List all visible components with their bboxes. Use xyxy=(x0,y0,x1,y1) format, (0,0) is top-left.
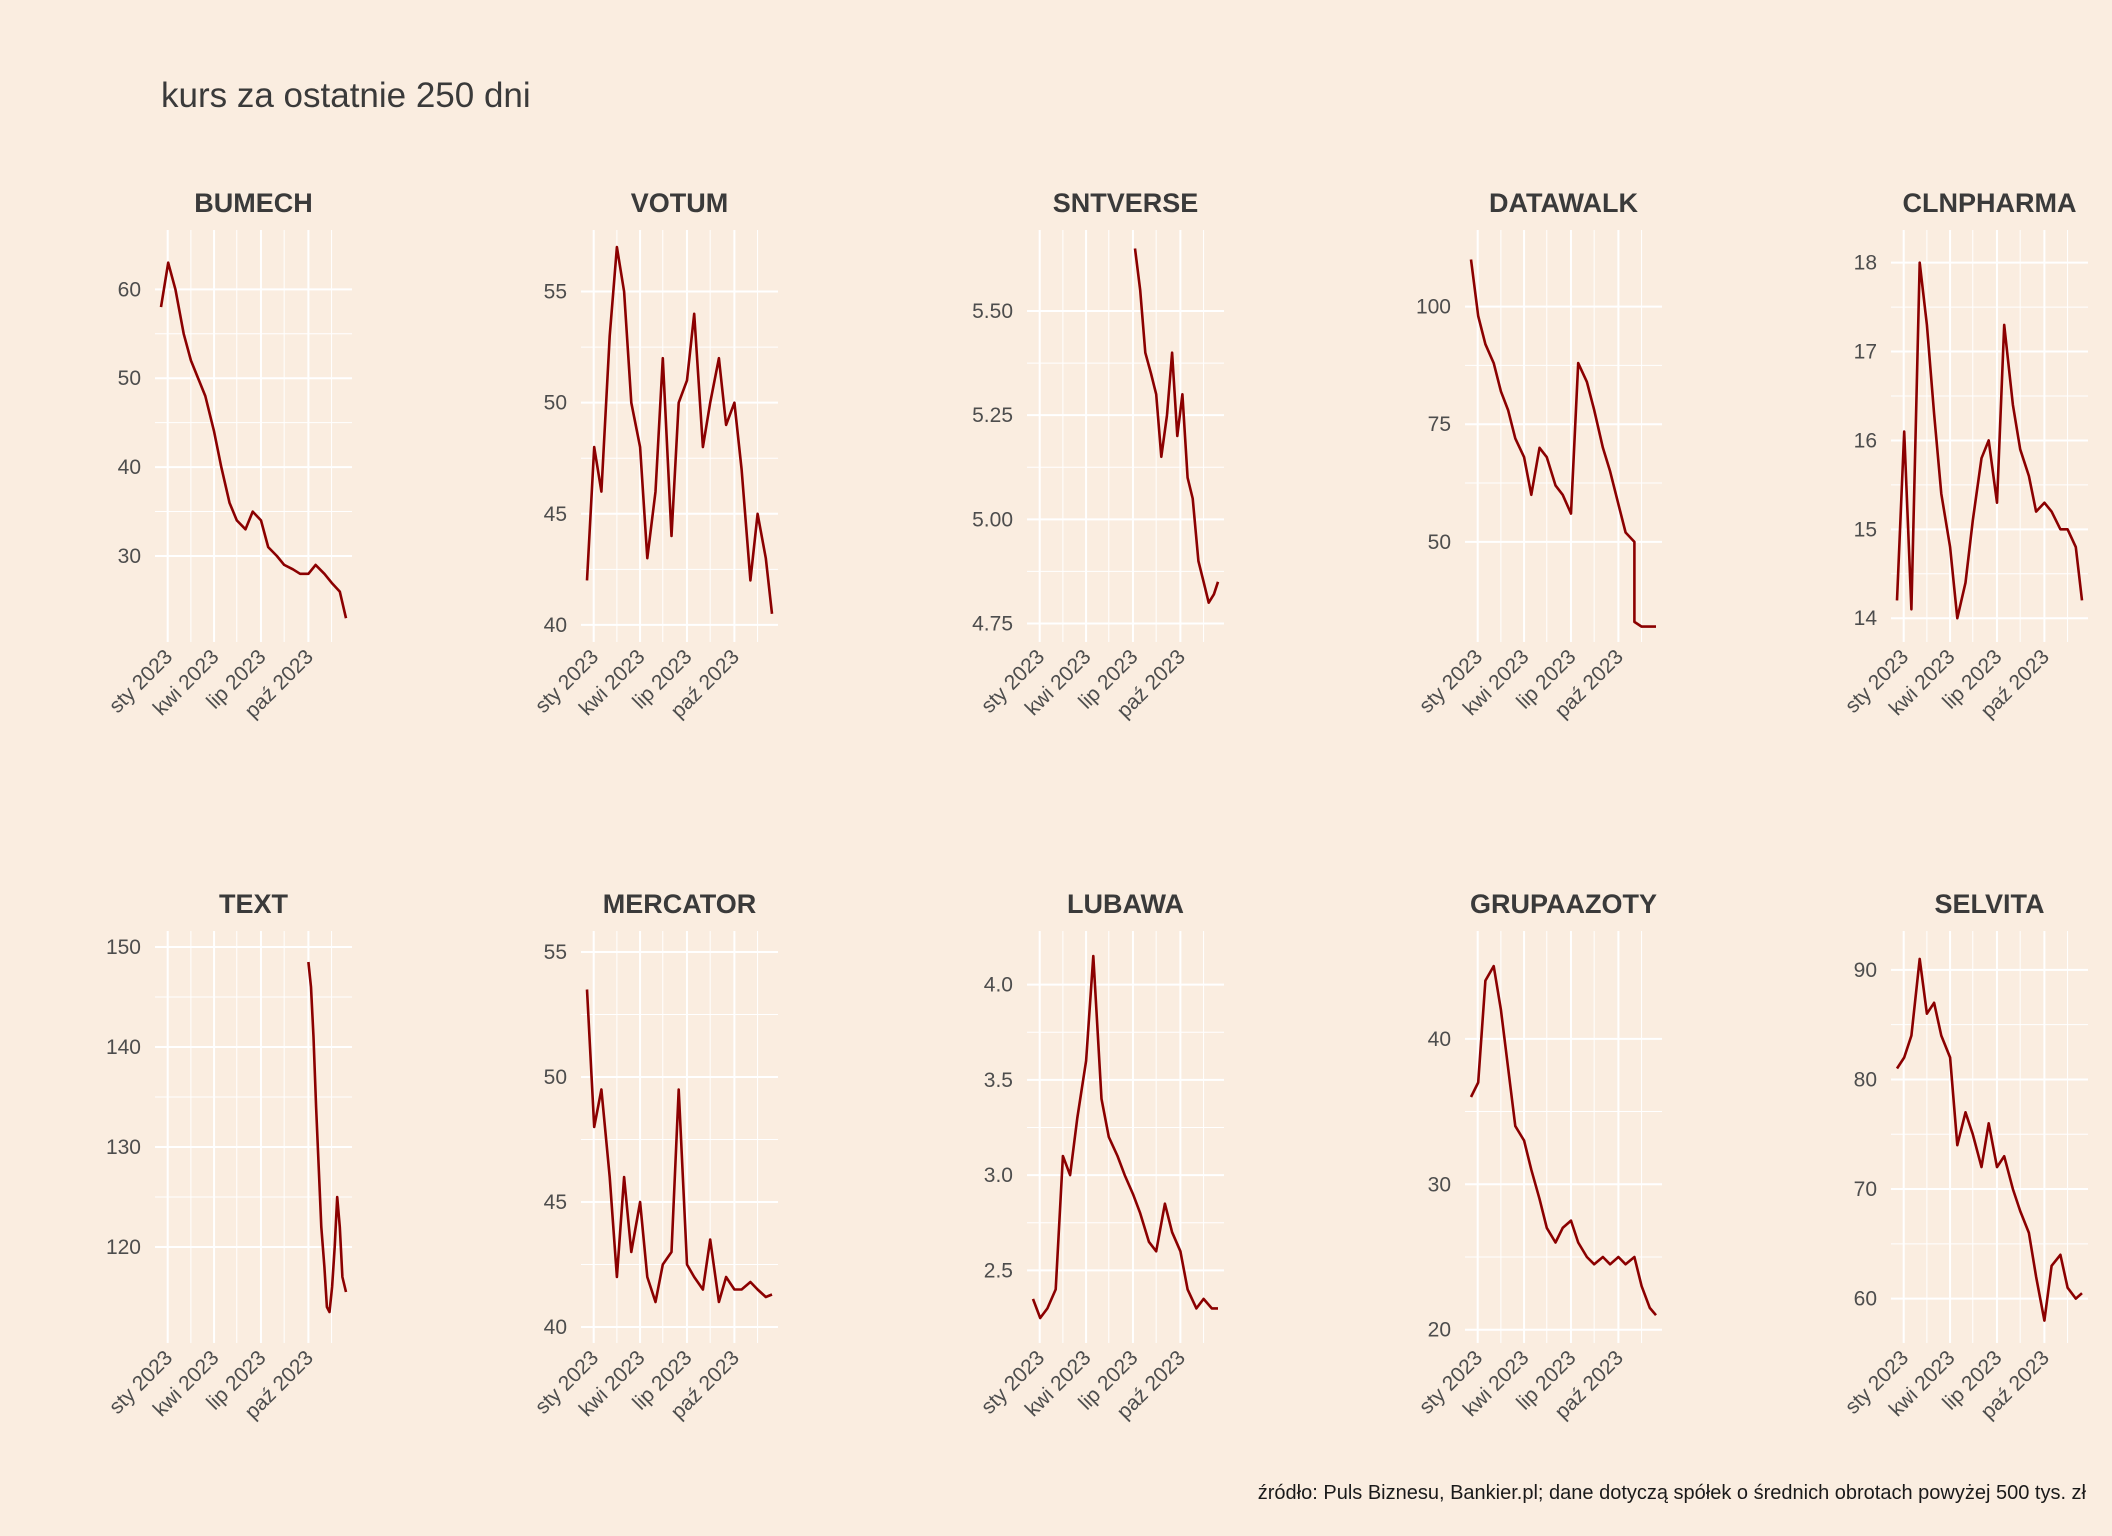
y-tick-label: 90 xyxy=(1854,959,1877,982)
price-line xyxy=(585,245,774,614)
price-line xyxy=(585,989,773,1304)
y-tick-label: 60 xyxy=(1854,1288,1877,1311)
y-tick-label: 30 xyxy=(1428,1173,1451,1196)
y-tick-label: 130 xyxy=(106,1136,141,1159)
panel-title: SNTVERSE xyxy=(1053,188,1199,218)
y-tick-label: 5.25 xyxy=(972,404,1013,427)
panel-title: MERCATOR xyxy=(603,889,757,919)
y-tick-label: 18 xyxy=(1854,252,1877,275)
y-tick-label: 20 xyxy=(1428,1319,1451,1342)
y-tick-label: 75 xyxy=(1428,413,1451,436)
y-tick-label: 70 xyxy=(1854,1178,1877,1201)
y-tick-label: 4.75 xyxy=(972,613,1013,636)
panel-title: CLNPHARMA xyxy=(1903,188,2077,218)
y-tick-label: 50 xyxy=(118,367,141,390)
price-line xyxy=(1469,259,1656,628)
panel-title: DATAWALK xyxy=(1489,188,1638,218)
y-tick-label: 120 xyxy=(106,1236,141,1259)
y-tick-label: 40 xyxy=(1428,1028,1451,1051)
chart-caption: źródło: Puls Biznesu, Bankier.pl; dane d… xyxy=(1257,1482,2086,1504)
y-tick-label: 5.00 xyxy=(972,508,1013,531)
y-tick-label: 5.50 xyxy=(972,300,1013,323)
y-tick-label: 40 xyxy=(544,614,567,637)
y-tick-label: 2.5 xyxy=(984,1259,1013,1282)
y-tick-label: 14 xyxy=(1854,607,1878,630)
price-line xyxy=(1469,964,1657,1317)
y-tick-label: 80 xyxy=(1854,1068,1877,1091)
y-tick-label: 3.0 xyxy=(984,1164,1013,1187)
panel-title: BUMECH xyxy=(194,188,313,218)
y-tick-label: 45 xyxy=(544,503,567,526)
chart-title: kurs za ostatnie 250 dni xyxy=(161,76,531,115)
y-tick-label: 40 xyxy=(118,456,141,479)
y-tick-label: 50 xyxy=(544,392,567,415)
price-line xyxy=(159,261,348,619)
y-tick-label: 55 xyxy=(544,281,567,304)
y-tick-label: 40 xyxy=(544,1316,567,1339)
y-tick-label: 50 xyxy=(544,1066,567,1089)
price-line xyxy=(1031,954,1218,1320)
price-line xyxy=(307,961,348,1314)
y-tick-label: 15 xyxy=(1854,518,1877,541)
price-line xyxy=(1895,261,2084,620)
y-tick-label: 60 xyxy=(118,278,141,301)
y-tick-label: 30 xyxy=(118,545,141,568)
y-tick-label: 45 xyxy=(544,1191,567,1214)
y-tick-label: 17 xyxy=(1854,341,1877,364)
y-tick-label: 16 xyxy=(1854,429,1877,452)
panel-title: GRUPAAZOTY xyxy=(1470,889,1657,919)
y-tick-label: 4.0 xyxy=(984,974,1013,997)
price-line xyxy=(1133,248,1220,605)
panel-title: LUBAWA xyxy=(1067,889,1184,919)
y-tick-label: 150 xyxy=(106,936,141,959)
y-tick-label: 50 xyxy=(1428,531,1451,554)
panel-title: VOTUM xyxy=(631,188,729,218)
y-tick-label: 140 xyxy=(106,1036,141,1059)
y-tick-label: 55 xyxy=(544,941,567,964)
panel-title: TEXT xyxy=(219,889,289,919)
y-tick-label: 3.5 xyxy=(984,1069,1013,1092)
panel-title: SELVITA xyxy=(1934,889,2044,919)
y-tick-label: 100 xyxy=(1416,296,1451,319)
price-line xyxy=(1895,957,2083,1322)
